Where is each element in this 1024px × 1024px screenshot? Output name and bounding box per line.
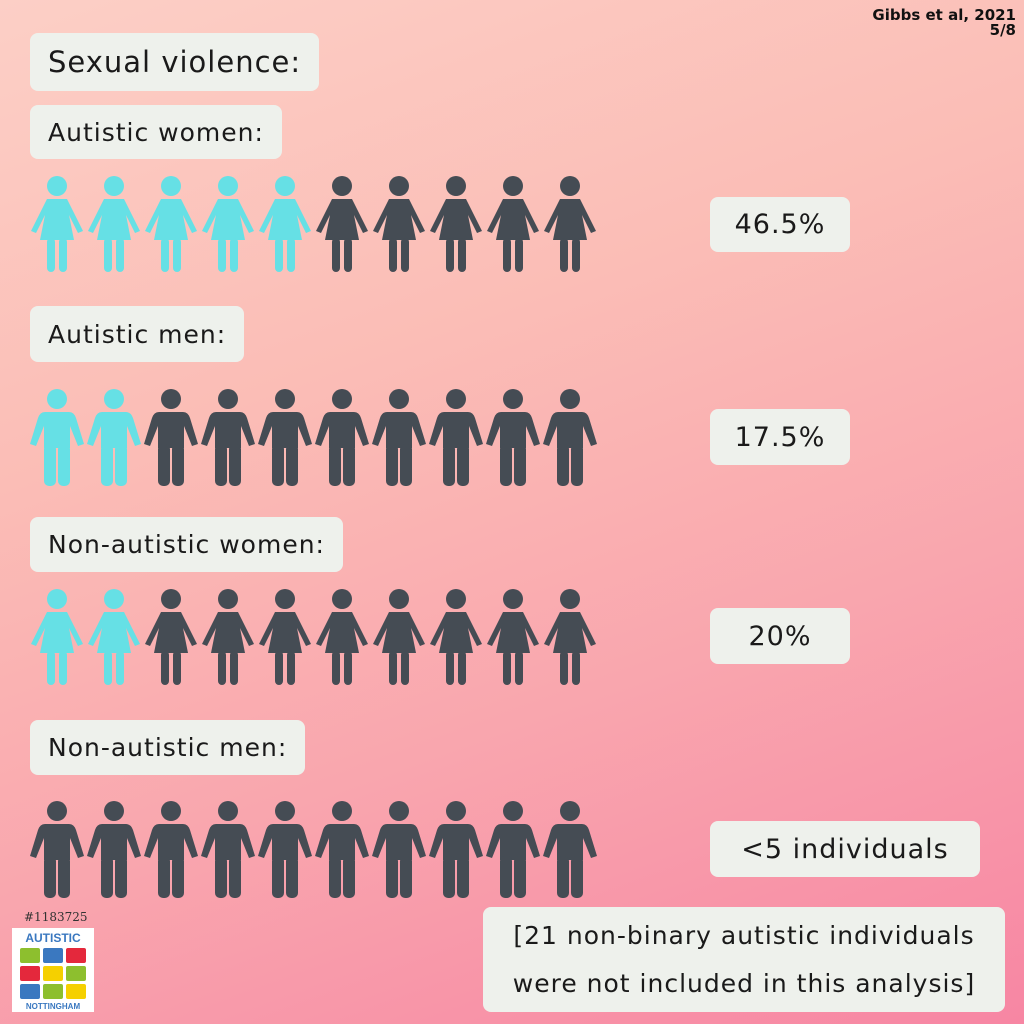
pictogram-row bbox=[30, 588, 600, 686]
logo-tile bbox=[43, 948, 63, 963]
group-label: Autistic men: bbox=[30, 306, 245, 362]
woman-icon bbox=[145, 176, 197, 272]
woman-icon bbox=[544, 589, 596, 685]
value-label: 17.5% bbox=[710, 409, 850, 465]
pictogram-row bbox=[30, 800, 600, 898]
citation: Gibbs et al, 2021 5/8 bbox=[872, 8, 1016, 38]
man-icon bbox=[258, 801, 312, 898]
value-label: <5 individuals bbox=[710, 821, 980, 877]
woman-icon bbox=[430, 589, 482, 685]
citation-source: Gibbs et al, 2021 bbox=[872, 6, 1016, 24]
woman-icon bbox=[31, 176, 83, 272]
man-icon bbox=[543, 389, 597, 486]
man-icon bbox=[543, 801, 597, 898]
woman-icon bbox=[31, 589, 83, 685]
footnote-line: [21 non-binary autistic individuals bbox=[513, 920, 975, 950]
value-label: 20% bbox=[710, 608, 850, 664]
man-icon bbox=[315, 389, 369, 486]
woman-icon bbox=[316, 176, 368, 272]
logo-top-text: AUTISTIC bbox=[25, 931, 81, 945]
logo-tile bbox=[20, 966, 40, 981]
logo-tile bbox=[66, 966, 86, 981]
autistic-nottingham-logo: AUTISTIC NOTTINGHAM bbox=[12, 928, 94, 1012]
woman-icon bbox=[316, 589, 368, 685]
woman-icon bbox=[145, 589, 197, 685]
man-icon bbox=[144, 389, 198, 486]
man-icon bbox=[201, 801, 255, 898]
man-icon bbox=[30, 389, 84, 486]
woman-icon bbox=[88, 589, 140, 685]
woman-icon bbox=[373, 589, 425, 685]
woman-icon bbox=[544, 176, 596, 272]
logo-grid bbox=[12, 948, 94, 999]
woman-icon bbox=[259, 589, 311, 685]
man-icon bbox=[429, 801, 483, 898]
logo-tile bbox=[66, 984, 86, 999]
man-icon bbox=[144, 801, 198, 898]
man-icon bbox=[258, 389, 312, 486]
woman-icon bbox=[88, 176, 140, 272]
logo-bottom-text: NOTTINGHAM bbox=[25, 1002, 81, 1011]
logo-tile bbox=[20, 984, 40, 999]
woman-icon bbox=[202, 176, 254, 272]
footnote: [21 non-binary autistic individuals were… bbox=[483, 907, 1005, 1012]
group-label: Non-autistic men: bbox=[30, 720, 306, 775]
page-number: 5/8 bbox=[989, 21, 1016, 39]
woman-icon bbox=[487, 589, 539, 685]
woman-icon bbox=[373, 176, 425, 272]
man-icon bbox=[486, 801, 540, 898]
man-icon bbox=[372, 389, 426, 486]
footnote-line: were not included in this analysis] bbox=[512, 968, 976, 998]
logo-tile bbox=[20, 948, 40, 963]
woman-icon bbox=[430, 176, 482, 272]
man-icon bbox=[486, 389, 540, 486]
group-label: Non-autistic women: bbox=[30, 517, 343, 572]
hashtag: #1183725 bbox=[24, 910, 88, 924]
man-icon bbox=[315, 801, 369, 898]
pictogram-row bbox=[30, 175, 600, 273]
group-label: Autistic women: bbox=[30, 105, 282, 159]
man-icon bbox=[30, 801, 84, 898]
man-icon bbox=[429, 389, 483, 486]
logo-tile bbox=[43, 966, 63, 981]
woman-icon bbox=[487, 176, 539, 272]
logo-tile bbox=[43, 984, 63, 999]
woman-icon bbox=[259, 176, 311, 272]
pictogram-row bbox=[30, 388, 600, 486]
woman-icon bbox=[202, 589, 254, 685]
page-title: Sexual violence: bbox=[30, 33, 320, 91]
man-icon bbox=[201, 389, 255, 486]
value-label: 46.5% bbox=[710, 197, 850, 252]
man-icon bbox=[372, 801, 426, 898]
man-icon bbox=[87, 389, 141, 486]
logo-tile bbox=[66, 948, 86, 963]
man-icon bbox=[87, 801, 141, 898]
